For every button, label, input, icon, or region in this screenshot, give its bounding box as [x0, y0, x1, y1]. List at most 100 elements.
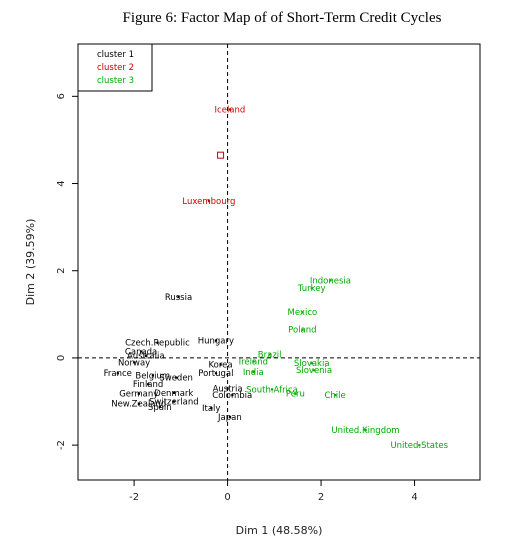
point-label-switzerland: Switzerland	[149, 398, 199, 408]
point-italy	[210, 407, 213, 410]
point-india	[252, 370, 255, 374]
point-korea	[219, 363, 222, 366]
point-label-indonesia: Indonesia	[310, 276, 351, 286]
point-label-finland: Finland	[133, 380, 163, 390]
point-label-australia: Australia	[127, 352, 165, 362]
point-spain	[158, 405, 162, 408]
legend-entry-cluster-3: cluster 3	[97, 76, 134, 86]
point-label-germany: Germany	[119, 390, 158, 400]
point-hungary	[214, 339, 218, 342]
point-czech-republic	[156, 341, 159, 344]
x-tick-label: -2	[129, 492, 139, 503]
legend: cluster 1 cluster 2 cluster 3	[77, 43, 153, 92]
point-label-poland: Poland	[288, 326, 316, 336]
point-label-brazil: Brazil	[258, 350, 282, 360]
point-iceland	[228, 108, 232, 111]
point-chile	[334, 393, 337, 397]
point-indonesia	[329, 279, 332, 282]
point-turkey	[310, 287, 313, 290]
point-poland	[301, 328, 304, 331]
point-label-peru: Peru	[286, 390, 305, 400]
point-label-colombia: Colombia	[212, 391, 252, 401]
x-axis-label: Dim 1 (48.58%)	[236, 524, 323, 537]
point-norway	[133, 361, 136, 364]
point-label-denmark: Denmark	[154, 389, 193, 399]
y-tick-label: 0	[56, 355, 67, 361]
point-label-india: India	[243, 368, 264, 378]
point-label-canada: Canada	[125, 347, 157, 357]
y-axis-label: Dim 2 (39.59%)	[24, 219, 37, 306]
point-colombia	[231, 393, 234, 397]
point-russia	[177, 295, 180, 299]
point-switzerland	[172, 400, 176, 403]
point-brazil	[268, 353, 271, 356]
point-label-luxembourg: Luxembourg	[182, 197, 235, 207]
point-label-belgium: Belgium	[135, 371, 170, 381]
chart-title: Figure 6: Factor Map of of Short-Term Cr…	[123, 10, 442, 26]
series-cluster-1: Russia Hungary Czech.RepublicCanadaAustral…	[104, 293, 253, 423]
point-united-kingdom	[364, 428, 367, 432]
legend-box	[77, 43, 153, 92]
x-tick-label: 0	[224, 492, 230, 503]
point-label-sweden: Sweden	[159, 374, 193, 384]
point-label-norway: Norway	[118, 358, 150, 368]
point-label-slovenia: Slovenia	[296, 366, 332, 376]
point-belgium	[151, 374, 154, 377]
point-ireland	[252, 360, 255, 363]
point-label-iceland: Iceland	[215, 105, 246, 115]
point-portugal	[214, 372, 218, 375]
point-label-united-kingdom: United.Kingdom	[331, 426, 399, 436]
x-tick-label: 4	[411, 492, 417, 503]
point-luxembourg	[207, 199, 211, 203]
point-austria	[226, 387, 229, 390]
point-slovenia	[313, 369, 316, 372]
data-points: Russia Hungary Czech.RepublicCanadaAustral…	[104, 105, 449, 451]
point-label-portugal: Portugal	[198, 369, 233, 379]
point-label-czech-republic: Czech.Republic	[125, 339, 190, 349]
point-slovakia	[310, 362, 313, 365]
point-label-spain: Spain	[148, 403, 172, 413]
point-label-russia: Russia	[165, 293, 192, 303]
legend-entry-cluster-2: cluster 2	[97, 63, 134, 73]
point-mexico	[301, 311, 304, 314]
y-tick-label: 2	[56, 268, 67, 274]
point-label-france: France	[104, 369, 132, 379]
point-germany	[137, 392, 140, 395]
point-sweden	[175, 376, 178, 379]
point-denmark	[172, 391, 176, 394]
plot-frame	[77, 43, 481, 481]
point-canada	[140, 350, 143, 353]
series-cluster-2: Iceland Luxembourg	[182, 105, 245, 207]
point-label-turkey: Turkey	[297, 284, 326, 294]
cluster-2-centroid	[217, 151, 225, 159]
point-label-south-africa: South.Africa	[246, 385, 298, 395]
point-new-zealand	[137, 402, 140, 405]
point-japan	[228, 415, 232, 418]
axes: -2 0 2 4 -2 0 2 4 6	[56, 93, 418, 503]
point-australia	[144, 354, 147, 357]
y-tick-label: 6	[56, 93, 67, 99]
y-tick-label: -2	[56, 440, 67, 450]
point-label-italy: Italy	[202, 404, 220, 414]
point-france	[116, 372, 119, 375]
point-south-africa	[270, 388, 274, 391]
reference-lines	[78, 44, 480, 480]
point-finland	[147, 383, 150, 386]
point-label-chile: Chile	[324, 391, 345, 401]
point-united-states	[418, 444, 421, 447]
point-label-hungary: Hungary	[198, 336, 234, 346]
point-label-ireland: Ireland	[239, 357, 268, 367]
point-label-austria: Austria	[213, 384, 243, 394]
point-peru	[294, 392, 297, 395]
point-label-united-states: United.States	[390, 441, 448, 451]
point-label-new-zealand: New.Zealand	[111, 400, 166, 410]
legend-entry-cluster-1: cluster 1	[97, 50, 134, 60]
y-tick-label: 4	[56, 180, 67, 186]
x-tick-label: 2	[318, 492, 324, 503]
point-label-korea: Korea	[209, 360, 233, 370]
point-label-japan: Japan	[217, 413, 242, 423]
point-label-slovakia: Slovakia	[294, 359, 330, 369]
point-label-mexico: Mexico	[288, 308, 318, 318]
